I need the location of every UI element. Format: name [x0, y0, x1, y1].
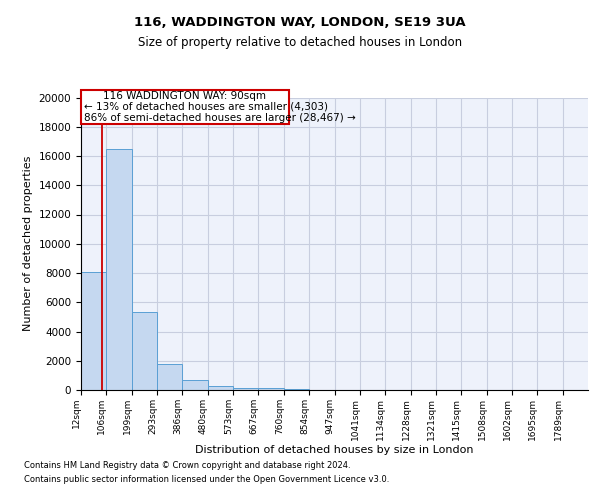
Y-axis label: Number of detached properties: Number of detached properties — [23, 156, 33, 332]
Text: 86% of semi-detached houses are larger (28,467) →: 86% of semi-detached houses are larger (… — [84, 113, 356, 123]
Text: Contains HM Land Registry data © Crown copyright and database right 2024.: Contains HM Land Registry data © Crown c… — [24, 462, 350, 470]
Bar — [106, 148, 132, 390]
Text: 116 WADDINGTON WAY: 90sqm: 116 WADDINGTON WAY: 90sqm — [103, 91, 266, 101]
Bar — [81, 272, 106, 390]
Text: Size of property relative to detached houses in London: Size of property relative to detached ho… — [138, 36, 462, 49]
Text: Contains public sector information licensed under the Open Government Licence v3: Contains public sector information licen… — [24, 476, 389, 484]
Bar — [259, 388, 284, 390]
Text: 116, WADDINGTON WAY, LONDON, SE19 3UA: 116, WADDINGTON WAY, LONDON, SE19 3UA — [134, 16, 466, 29]
Bar — [182, 380, 208, 390]
Bar — [132, 312, 157, 390]
X-axis label: Distribution of detached houses by size in London: Distribution of detached houses by size … — [195, 446, 474, 456]
Bar — [208, 386, 233, 390]
Bar — [233, 388, 259, 390]
Text: ← 13% of detached houses are smaller (4,303): ← 13% of detached houses are smaller (4,… — [84, 102, 328, 112]
Bar — [157, 364, 182, 390]
Bar — [284, 388, 309, 390]
FancyBboxPatch shape — [81, 90, 289, 124]
